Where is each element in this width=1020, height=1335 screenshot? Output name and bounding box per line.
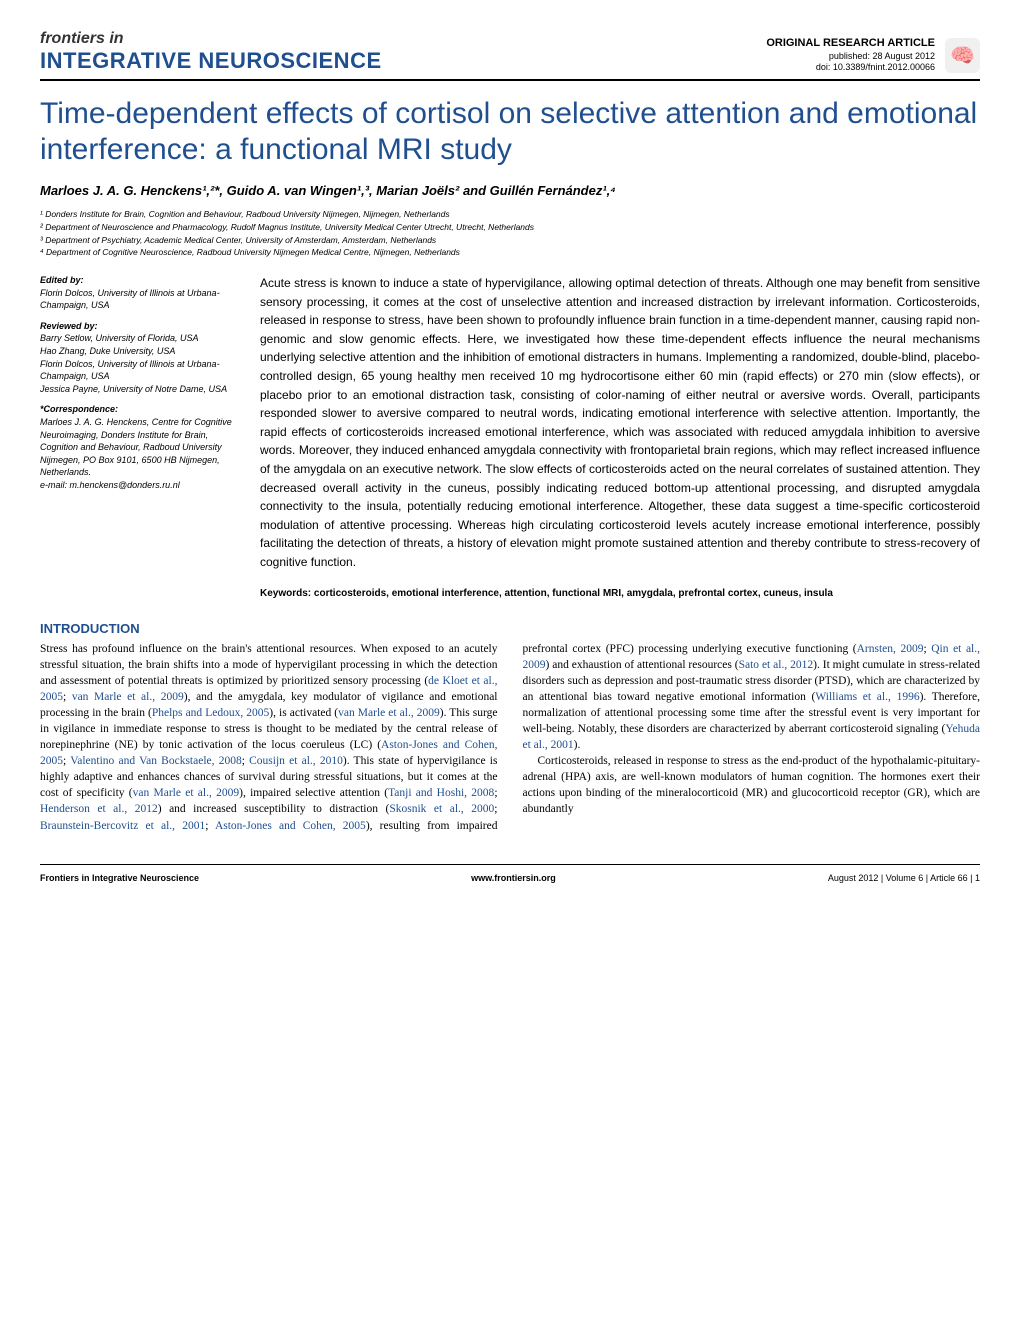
citation-link[interactable]: Williams et al., 1996 <box>815 691 919 703</box>
reviewer-1: Barry Setlow, University of Florida, USA <box>40 332 235 345</box>
page-footer: Frontiers in Integrative Neuroscience ww… <box>40 864 980 883</box>
affiliation-4: ⁴ Department of Cognitive Neuroscience, … <box>40 246 980 259</box>
citation-link[interactable]: van Marle et al., 2009 <box>72 691 184 703</box>
reviewer-3: Florin Dolcos, University of Illinois at… <box>40 358 235 383</box>
authors-list: Marloes J. A. G. Henckens¹,²*, Guido A. … <box>40 183 980 198</box>
citation-link[interactable]: Cousijn et al., 2010 <box>249 755 343 767</box>
citation-link[interactable]: Henderson et al., 2012 <box>40 803 158 815</box>
edited-by: Florin Dolcos, University of Illinois at… <box>40 287 235 312</box>
article-title: Time-dependent effects of cortisol on se… <box>40 96 980 168</box>
citation-link[interactable]: Yehuda et al., 2001 <box>523 723 981 751</box>
main-content: Edited by: Florin Dolcos, University of … <box>40 274 980 601</box>
citation-link[interactable]: Valentino and Van Bockstaele, 2008 <box>70 755 242 767</box>
abstract-text: Acute stress is known to induce a state … <box>260 274 980 572</box>
journal-logo-icon: 🧠 <box>945 38 980 73</box>
affiliation-3: ³ Department of Psychiatry, Academic Med… <box>40 234 980 247</box>
reviewer-2: Hao Zhang, Duke University, USA <box>40 345 235 358</box>
citation-link[interactable]: Tanji and Hoshi, 2008 <box>388 787 494 799</box>
keywords: Keywords: corticosteroids, emotional int… <box>260 587 980 601</box>
affiliation-1: ¹ Donders Institute for Brain, Cognition… <box>40 208 980 221</box>
published-date: published: 28 August 2012 <box>766 51 935 63</box>
citation-link[interactable]: Aston-Jones and Cohen, 2005 <box>215 820 366 832</box>
intro-paragraph-2: Corticosteroids, released in response to… <box>523 753 981 817</box>
citation-link[interactable]: Braunstein-Bercovitz et al., 2001 <box>40 820 205 832</box>
citation-link[interactable]: van Marle et al., 2009 <box>338 707 440 719</box>
editorial-sidebar: Edited by: Florin Dolcos, University of … <box>40 274 235 601</box>
journal-name: INTEGRATIVE NEUROSCIENCE <box>40 48 382 74</box>
affiliations: ¹ Donders Institute for Brain, Cognition… <box>40 208 980 259</box>
article-type: ORIGINAL RESEARCH ARTICLE <box>766 36 935 50</box>
correspondence-email[interactable]: e-mail: m.henckens@donders.ru.nl <box>40 479 235 492</box>
edited-by-label: Edited by: <box>40 274 235 287</box>
citation-link[interactable]: Arnsten, 2009 <box>857 643 924 655</box>
header-left: frontiers in INTEGRATIVE NEUROSCIENCE <box>40 30 382 74</box>
abstract-block: Acute stress is known to induce a state … <box>260 274 980 601</box>
introduction-body: Stress has profound influence on the bra… <box>40 641 980 834</box>
correspondence-label: *Correspondence: <box>40 403 235 416</box>
brand-text: frontiers in <box>40 30 382 48</box>
introduction-heading: INTRODUCTION <box>40 621 980 636</box>
affiliation-2: ² Department of Neuroscience and Pharmac… <box>40 221 980 234</box>
doi[interactable]: doi: 10.3389/fnint.2012.00066 <box>766 62 935 74</box>
correspondence-text: Marloes J. A. G. Henckens, Centre for Co… <box>40 416 235 479</box>
citation-link[interactable]: Skosnik et al., 2000 <box>389 803 494 815</box>
introduction-section: INTRODUCTION Stress has profound influen… <box>40 621 980 834</box>
footer-journal: Frontiers in Integrative Neuroscience <box>40 873 199 883</box>
citation-link[interactable]: Sato et al., 2012 <box>739 659 814 671</box>
page-header: frontiers in INTEGRATIVE NEUROSCIENCE OR… <box>40 30 980 81</box>
citation-link[interactable]: Phelps and Ledoux, 2005 <box>152 707 269 719</box>
footer-citation: August 2012 | Volume 6 | Article 66 | 1 <box>828 873 980 883</box>
footer-url[interactable]: www.frontiersin.org <box>471 873 556 883</box>
reviewer-4: Jessica Payne, University of Notre Dame,… <box>40 383 235 396</box>
header-meta: ORIGINAL RESEARCH ARTICLE published: 28 … <box>766 36 935 74</box>
citation-link[interactable]: van Marle et al., 2009 <box>133 787 239 799</box>
header-right: ORIGINAL RESEARCH ARTICLE published: 28 … <box>766 36 980 74</box>
reviewed-by-label: Reviewed by: <box>40 320 235 333</box>
